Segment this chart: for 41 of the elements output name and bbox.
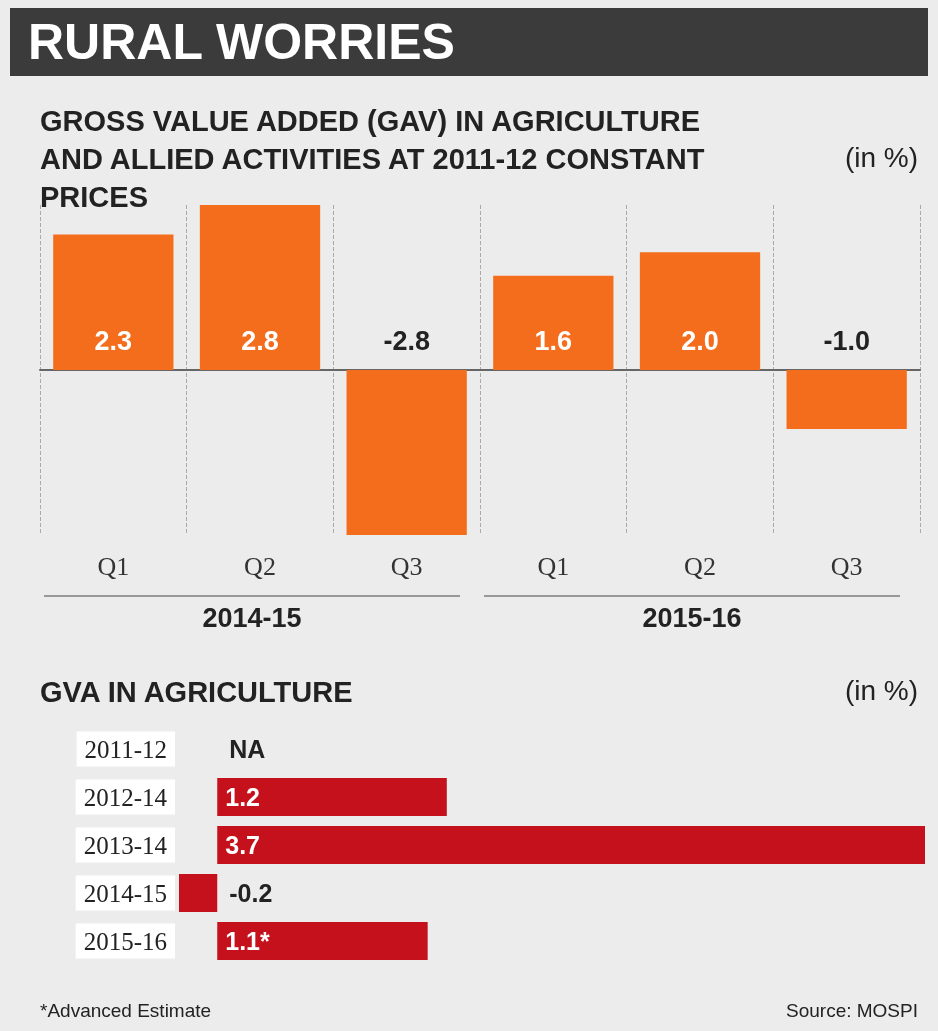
bar — [53, 234, 174, 370]
x-tick-label: Q3 — [830, 551, 863, 581]
data-label: -1.0 — [823, 325, 870, 356]
bar — [217, 826, 925, 864]
chart-title: RURAL WORRIES — [10, 8, 928, 76]
x-tick-label: Q2 — [684, 551, 716, 581]
bar — [217, 778, 447, 816]
y-tick-label: 2011-12 — [84, 735, 167, 763]
data-label: 1.1* — [225, 927, 271, 955]
x-tick-label: Q2 — [244, 551, 276, 581]
y-axis-title: (in %) — [844, 142, 918, 174]
data-label: 2.8 — [241, 325, 279, 356]
text: NA — [229, 735, 266, 763]
text: *Advanced Estimate — [40, 1000, 212, 1022]
x-tick-label: Q3 — [390, 551, 423, 581]
x-tick-label: Q1 — [97, 551, 130, 581]
source-note: Source: MOSPI — [786, 1000, 918, 1022]
data-label: 1.6 — [534, 325, 573, 356]
data-label: -0.2 — [229, 879, 273, 907]
data-label: 2.3 — [94, 325, 133, 356]
y-tick-label: 2012-14 — [83, 783, 168, 811]
bar — [493, 275, 614, 370]
data-label: 2.0 — [681, 325, 719, 356]
x-tick-label: Q1 — [537, 551, 570, 581]
data-label: 1.2 — [225, 783, 261, 811]
data-label: -2.8 — [383, 325, 430, 356]
x-axis-title: (in %) — [844, 675, 918, 707]
bar — [217, 922, 428, 960]
y-tick-label: 2014-15 — [83, 879, 167, 907]
y-tick-label: 2013-14 — [83, 831, 168, 859]
data-label: 3.7 — [225, 831, 261, 859]
y-tick-label: 2015-16 — [83, 927, 167, 955]
bar — [346, 370, 467, 535]
bar — [179, 874, 218, 912]
text: 2014-15 — [44, 595, 460, 634]
bar — [199, 205, 321, 370]
chart-subtitle: GROSS VALUE ADDED (GAV) IN AGRICULTURE AND ALLIED ACTIVITIES AT 2011-12 CONSTANT PRICES — [40, 104, 706, 215]
chart-title: GVA IN AGRICULTURE — [40, 675, 353, 710]
bar — [786, 370, 907, 429]
bar — [639, 252, 761, 370]
text: 2015-16 — [484, 595, 900, 634]
